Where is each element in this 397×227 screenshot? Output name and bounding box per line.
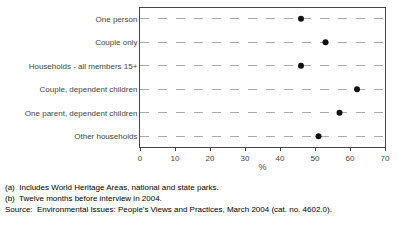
svg-text:30: 30 xyxy=(241,154,250,163)
svg-text:Couple, dependent children: Couple, dependent children xyxy=(40,85,138,94)
svg-text:40: 40 xyxy=(276,154,285,163)
svg-text:50: 50 xyxy=(311,154,320,163)
svg-text:One person: One person xyxy=(96,15,138,24)
svg-text:10: 10 xyxy=(171,154,180,163)
svg-text:(a) Includes World Heritage A: (a) Includes World Heritage Areas, natio… xyxy=(5,183,219,192)
svg-text:Source: Environmental Issues:: Source: Environmental Issues: People's V… xyxy=(5,205,332,214)
svg-text:0: 0 xyxy=(138,154,143,163)
svg-text:70: 70 xyxy=(381,154,390,163)
svg-text:(b) Twelve months before inte: (b) Twelve months before interview in 20… xyxy=(5,194,162,203)
svg-text:Couple only: Couple only xyxy=(95,38,137,47)
svg-text:Households - all members 15+: Households - all members 15+ xyxy=(29,62,138,71)
svg-text:One parent, dependent children: One parent, dependent children xyxy=(25,109,138,118)
svg-text:60: 60 xyxy=(346,154,355,163)
svg-text:20: 20 xyxy=(206,154,215,163)
svg-text:Other households: Other households xyxy=(74,132,137,141)
svg-text:%: % xyxy=(258,162,266,172)
